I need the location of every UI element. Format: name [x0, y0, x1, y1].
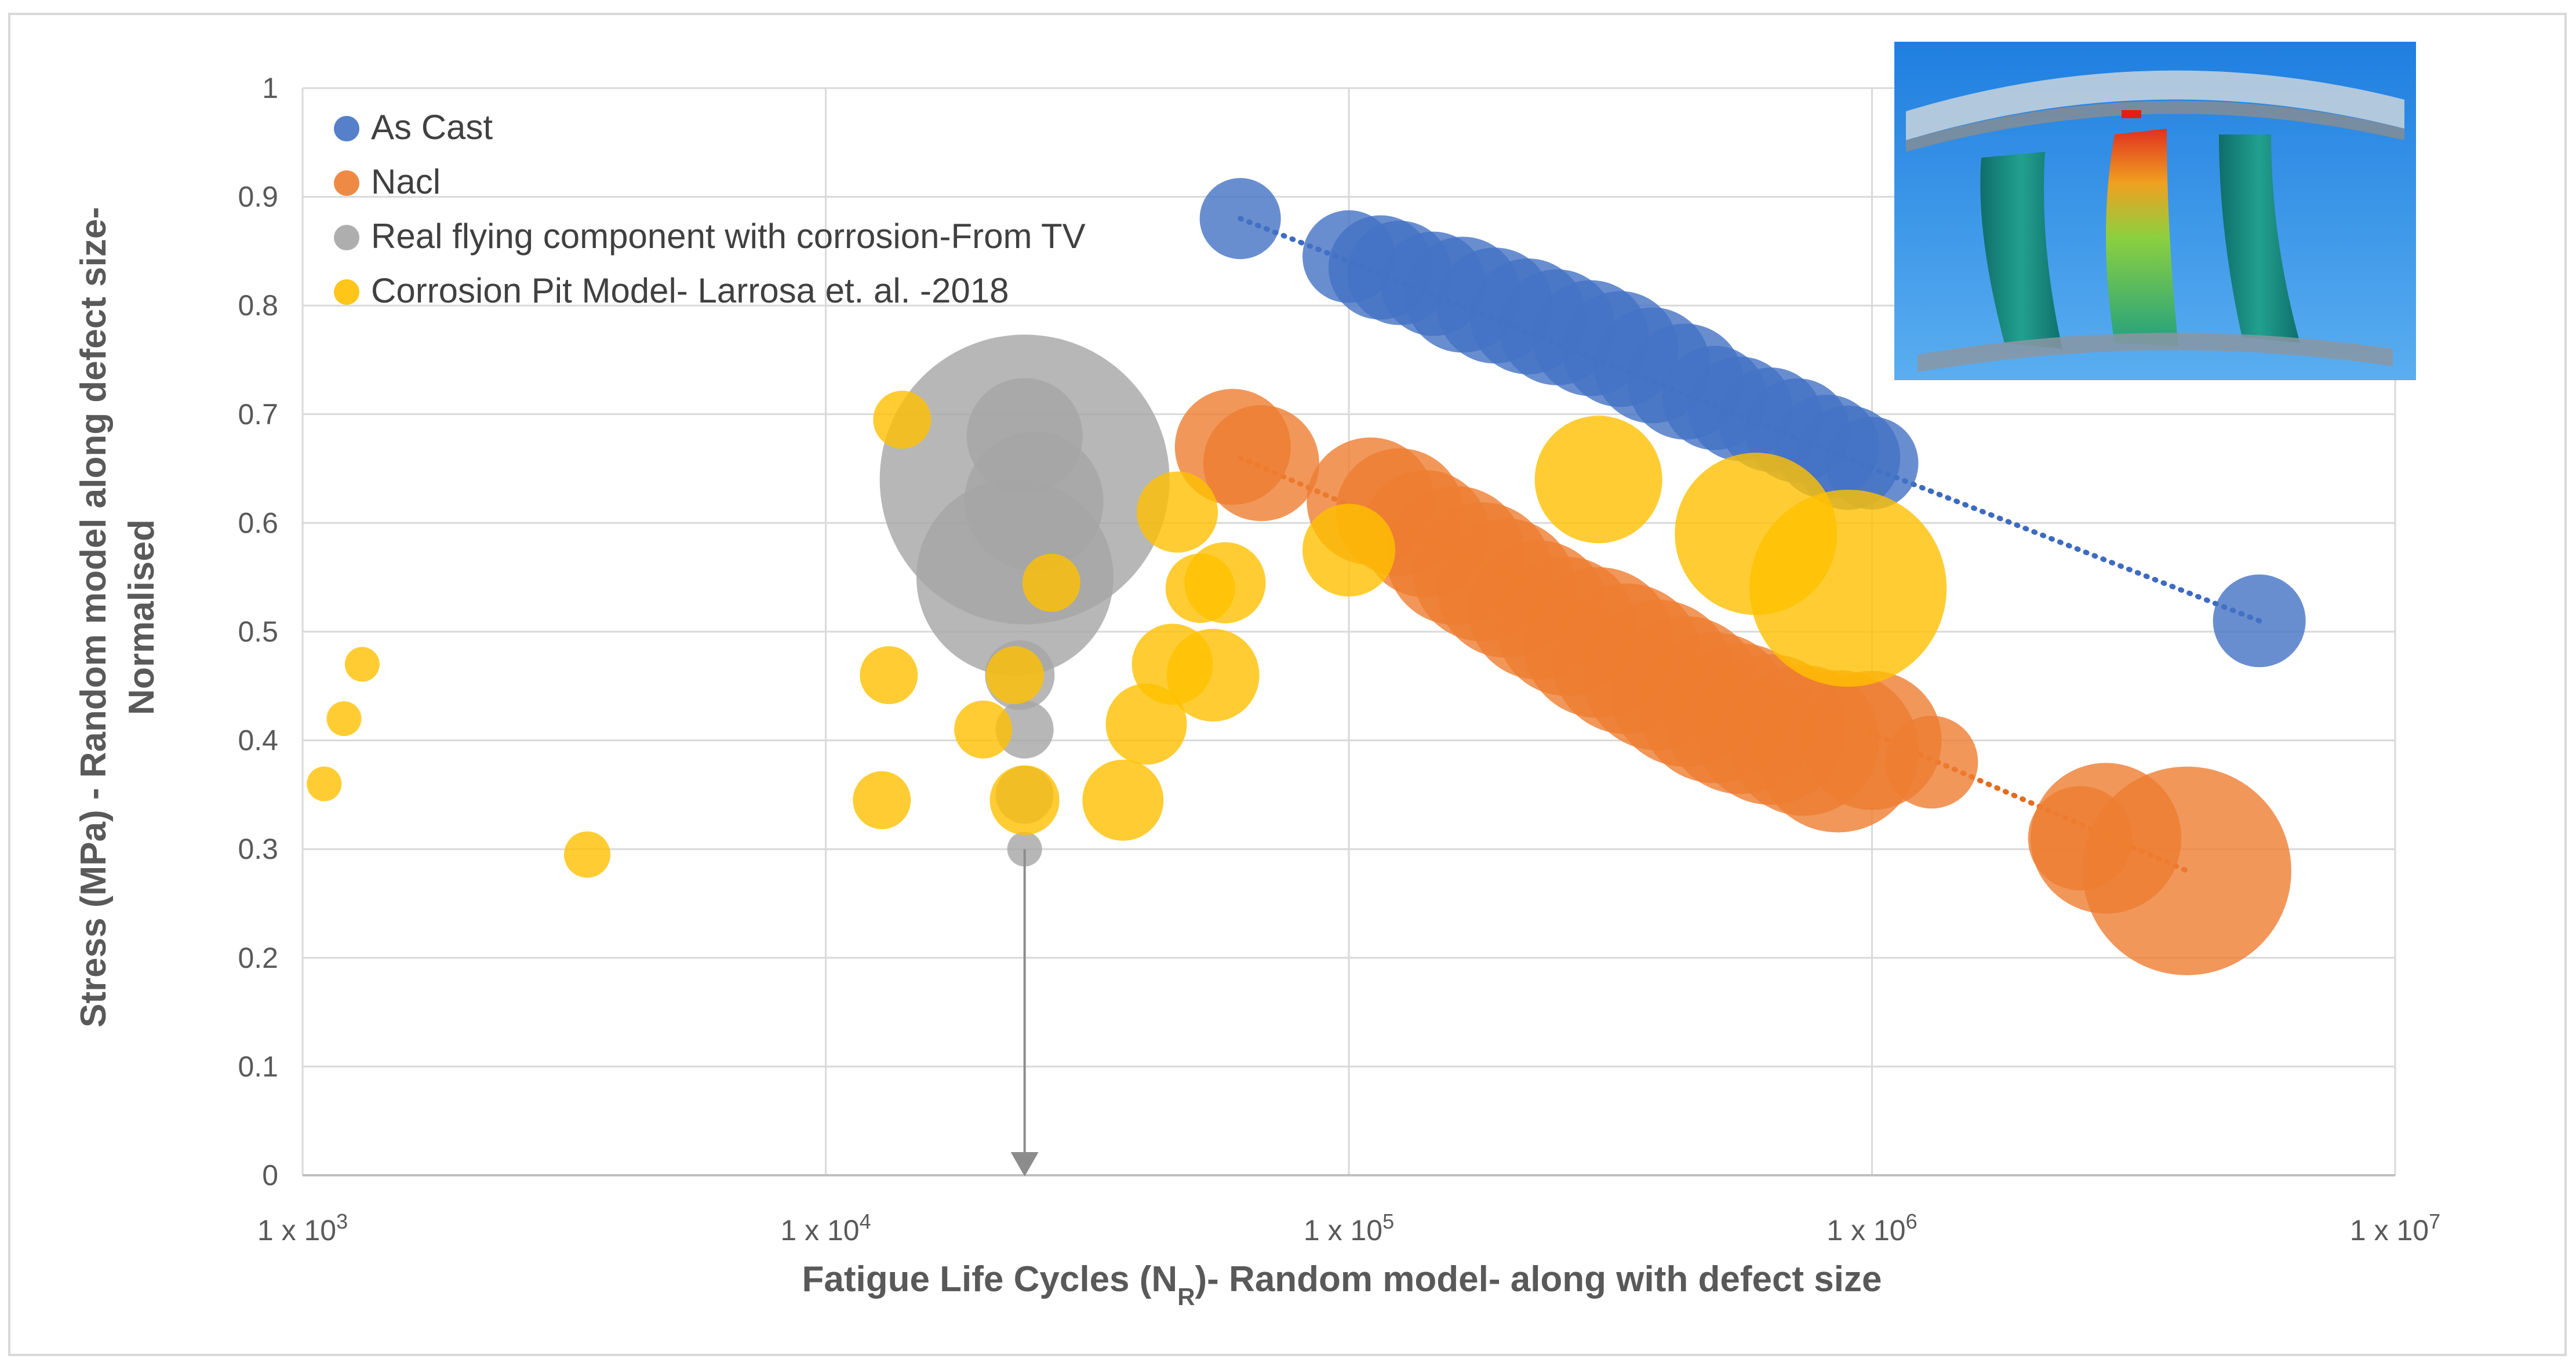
- bubble-as-cast: [1302, 210, 1395, 303]
- legend-label-as-cast: As Cast: [371, 108, 493, 147]
- bubble-corrosion-pit: [326, 701, 362, 737]
- legend-label-nacl: Nacl: [371, 162, 441, 201]
- bubble-nacl: [1203, 405, 1319, 522]
- bubble-corrosion-pit: [873, 391, 932, 449]
- bubble-corrosion-pit: [989, 765, 1060, 835]
- bubble-real-component: [995, 700, 1054, 759]
- legend-label-real-component: Real flying component with corrosion-Fro…: [371, 217, 1086, 256]
- legend-marker-nacl: [334, 170, 359, 196]
- bubble-as-cast: [2213, 574, 2306, 668]
- arrow-head: [1010, 1152, 1039, 1176]
- bubble-nacl: [2028, 786, 2133, 891]
- y-axis-title-line1: Stress (MPa) - Random model along defect…: [74, 207, 114, 1028]
- trendline-nacl: [1238, 455, 2190, 874]
- arrow-annotation: [1010, 849, 1039, 1176]
- bubble-corrosion-pit: [1302, 504, 1395, 597]
- x-tick-label: 1 x 105: [1304, 1209, 1394, 1247]
- bubble-nacl: [1885, 716, 1978, 809]
- legend-marker-real-component: [334, 225, 359, 250]
- y-tick-label: 0.4: [238, 724, 278, 757]
- bubble-corrosion-pit: [985, 646, 1044, 705]
- bubble-corrosion-pit: [860, 646, 918, 705]
- bubble-as-cast: [1825, 417, 1919, 510]
- legend: As Cast Nacl Real flying component with co…: [334, 108, 1086, 310]
- y-tick-label: 0.8: [238, 289, 278, 322]
- x-tick-label: 1 x 103: [257, 1209, 348, 1247]
- bubble-corrosion-pit: [1131, 624, 1213, 705]
- bubble-as-cast: [1199, 178, 1281, 260]
- y-axis-title-line2: Normalised: [122, 519, 162, 715]
- bubble-corrosion-pit: [1675, 453, 1838, 615]
- legend-marker-as-cast: [334, 116, 359, 141]
- legend-marker-corrosion-pit: [334, 279, 359, 305]
- y-tick-label: 0: [262, 1159, 278, 1192]
- legend-label-corrosion-pit: Corrosion Pit Model- Larrosa et. al. -20…: [371, 271, 1009, 310]
- bubble-corrosion-pit: [853, 771, 911, 829]
- y-tick-label: 0.9: [238, 181, 278, 213]
- y-tick-label: 0.7: [238, 398, 278, 431]
- y-tick-label: 0.6: [238, 507, 278, 539]
- bubble-corrosion-pit: [1137, 471, 1218, 553]
- bubble-nacl: [1361, 470, 1489, 598]
- y-tick-label: 0.5: [238, 615, 278, 648]
- bubble-corrosion-pit: [344, 647, 380, 682]
- tick-labels: 0 0.1 0.2 0.3 0.4 0.5 0.6 0.7 0.8 0.9 1 1 x 103 1 x …: [238, 72, 2440, 1247]
- bubble-corrosion-pit: [1082, 759, 1164, 841]
- bubble-corrosion-pit: [1165, 553, 1235, 623]
- y-tick-label: 0.1: [238, 1050, 278, 1083]
- bubble-corrosion-pit: [307, 766, 342, 801]
- x-tick-label: 1 x 107: [2350, 1209, 2440, 1247]
- bubble-as-cast: [1381, 231, 1486, 336]
- x-tick-label: 1 x 104: [780, 1209, 871, 1247]
- x-tick-label: 1 x 106: [1827, 1209, 1917, 1247]
- bubble-corrosion-pit: [954, 700, 1013, 759]
- bubble-corrosion-pit: [1022, 553, 1080, 612]
- bubble-real-component: [966, 378, 1083, 494]
- bubbles: [307, 178, 2306, 975]
- x-axis-title: Fatigue Life Cycles (NR)- Random model- …: [802, 1259, 1882, 1310]
- y-tick-label: 0.3: [238, 833, 278, 865]
- y-tick-label: 0.2: [238, 942, 278, 974]
- bubble-nacl: [1496, 556, 1636, 696]
- y-tick-label: 1: [262, 72, 278, 104]
- bubble-corrosion-pit: [564, 831, 611, 878]
- bubble-corrosion-pit: [1534, 416, 1662, 544]
- component-inset-image: [1894, 42, 2416, 380]
